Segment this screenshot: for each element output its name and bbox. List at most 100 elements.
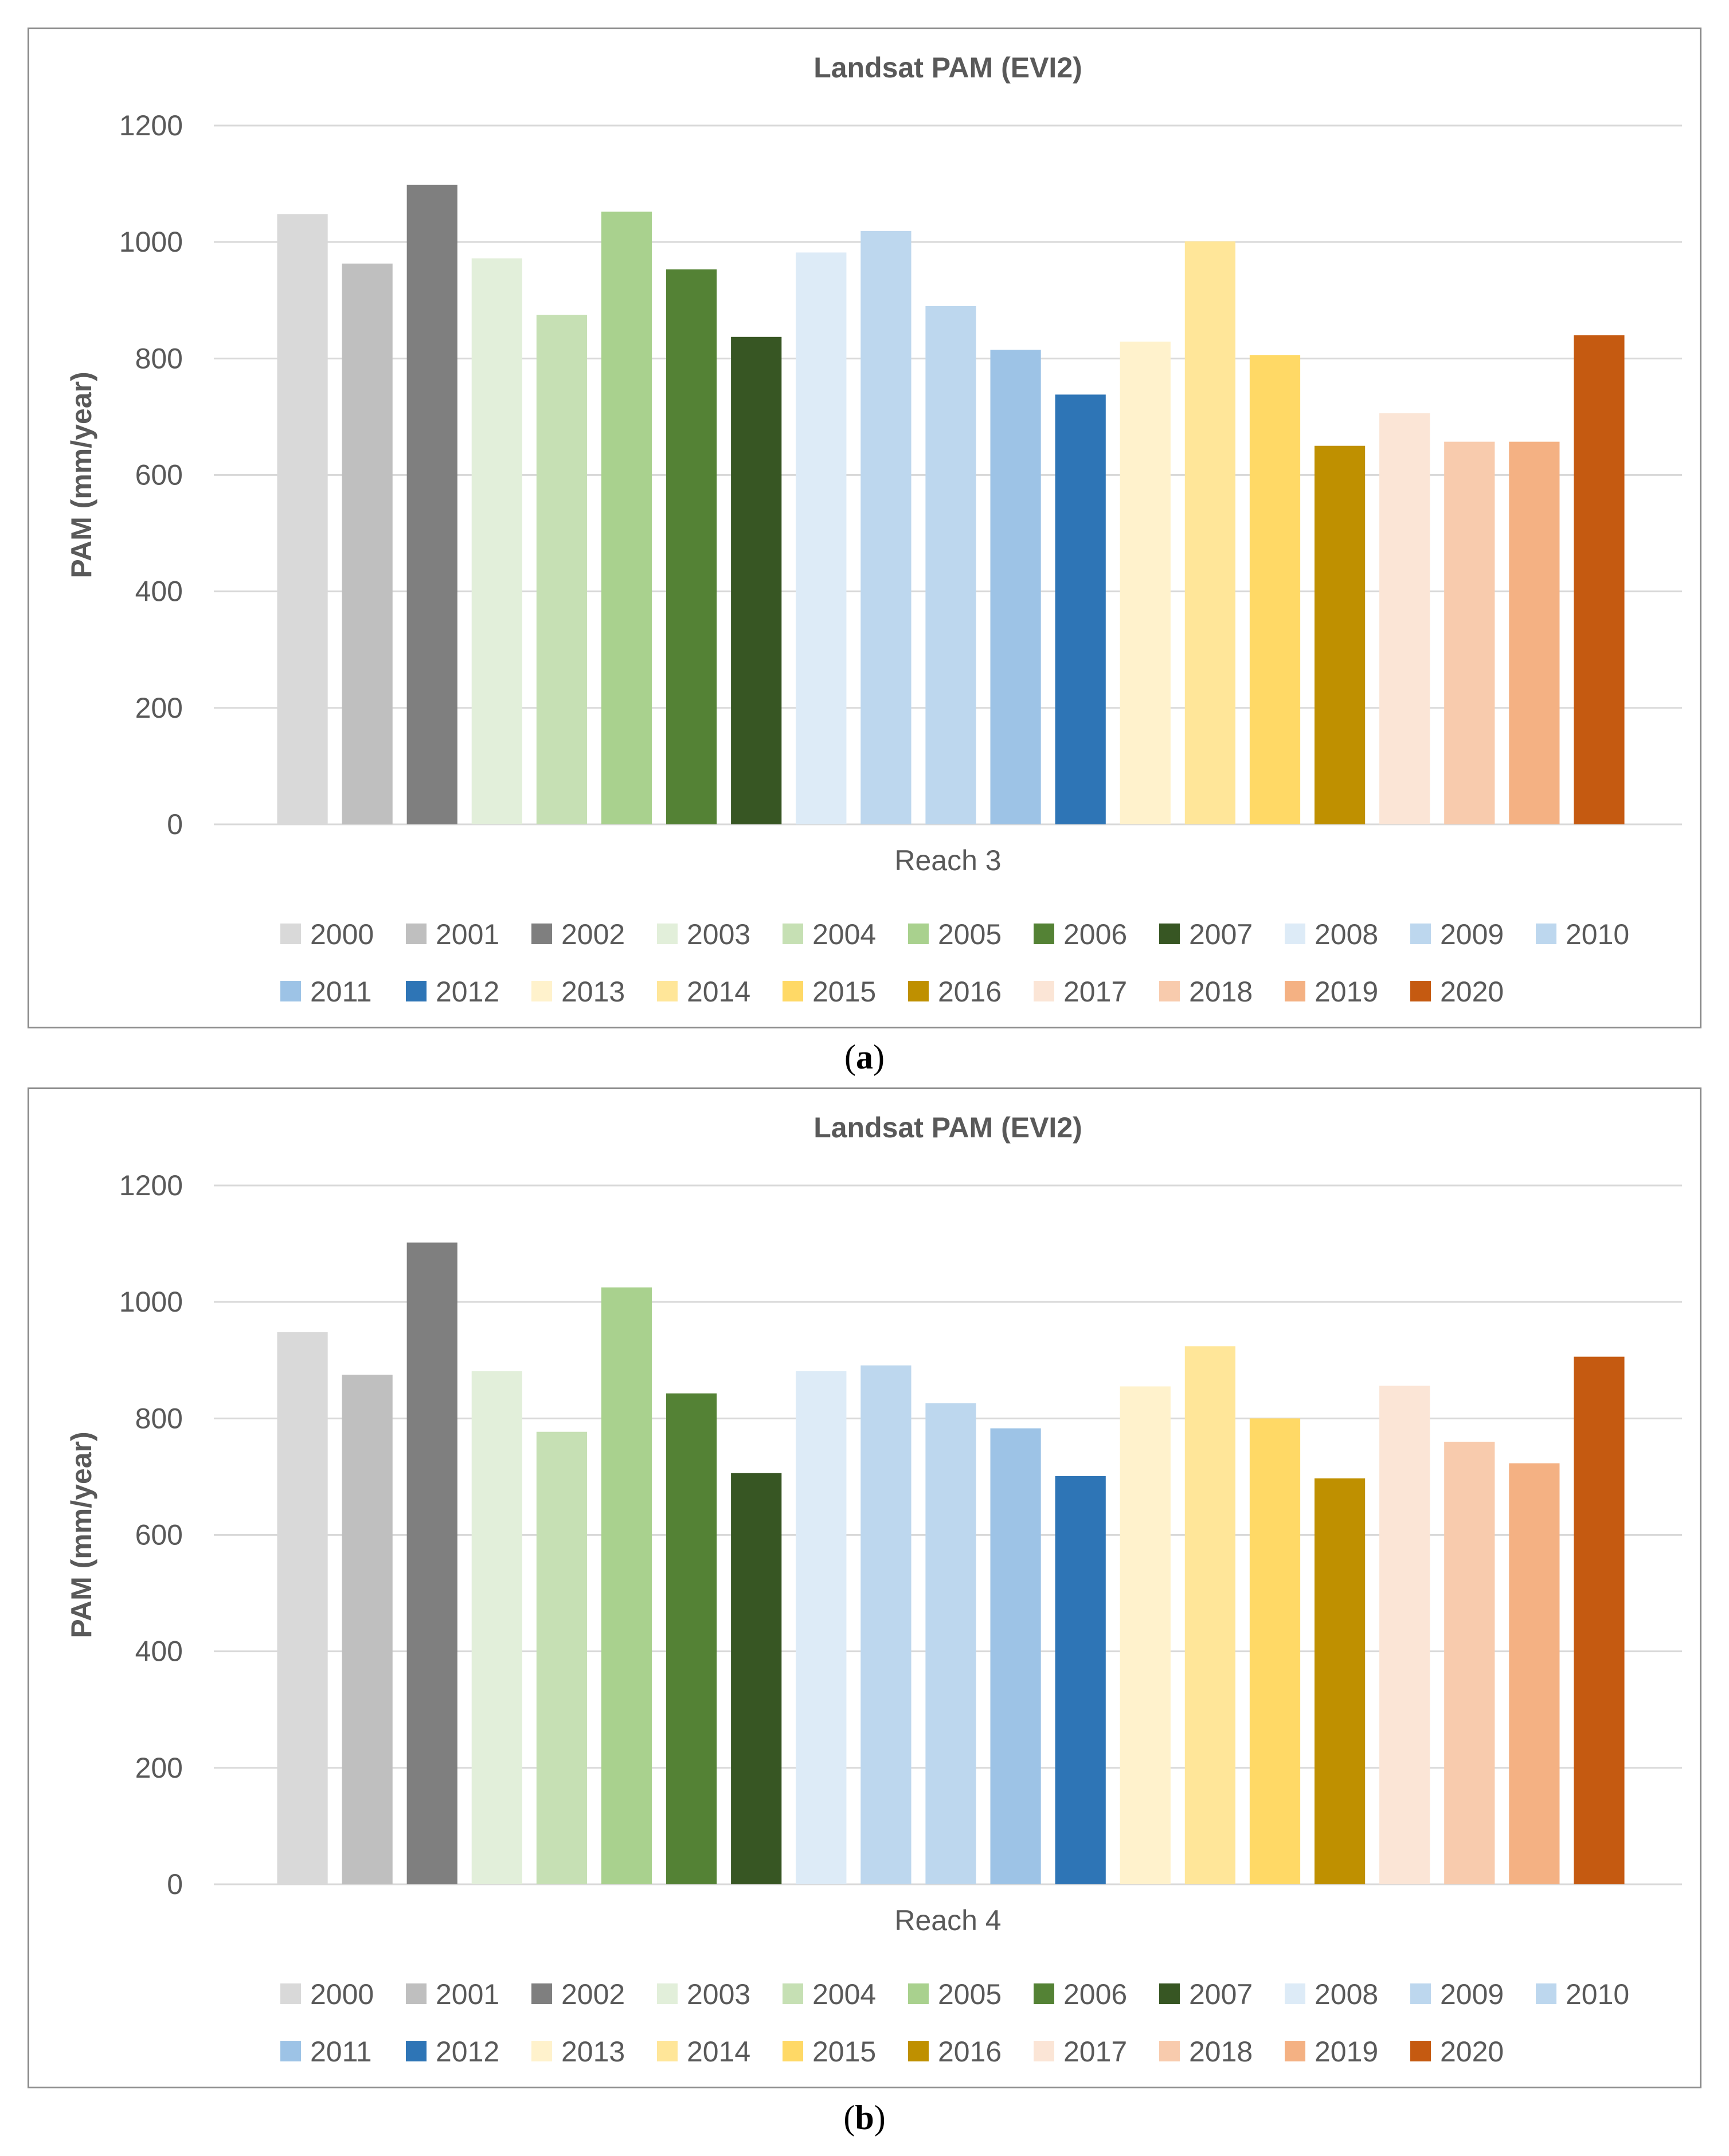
legend-label-2000: 2000	[310, 1978, 374, 2010]
legend-label-2017: 2017	[1063, 976, 1127, 1008]
legend-swatch-2000	[280, 1983, 301, 2004]
legend-swatch-2019	[1285, 981, 1305, 1001]
legend-swatch-2019	[1285, 2041, 1305, 2061]
legend-swatch-2010	[1536, 1983, 1556, 2004]
y-tick-label: 800	[135, 1402, 183, 1434]
legend-label-2011: 2011	[310, 2036, 372, 2068]
legend-label-2004: 2004	[812, 918, 876, 950]
legend-swatch-2009	[1410, 1983, 1431, 2004]
y-tick-label: 1000	[119, 1286, 183, 1318]
x-axis-label: Reach 4	[894, 1904, 1001, 1936]
y-tick-label: 600	[135, 459, 183, 491]
legend-label-2004: 2004	[812, 1978, 876, 2010]
bar-2009	[860, 230, 912, 824]
bar-2004	[536, 315, 588, 824]
y-tick-label: 0	[167, 808, 183, 840]
y-tick-label: 200	[135, 692, 183, 724]
legend-swatch-2020	[1410, 2041, 1431, 2061]
legend-label-2019: 2019	[1315, 2036, 1378, 2068]
legend-swatch-2016	[908, 2041, 929, 2061]
bar-2020	[1574, 335, 1625, 824]
bar-2002	[406, 185, 457, 824]
bar-2018	[1444, 1441, 1495, 1884]
y-tick-label: 0	[167, 1868, 183, 1900]
legend-swatch-2014	[657, 2041, 678, 2061]
bar-2003	[471, 1371, 522, 1884]
legend-label-2014: 2014	[687, 2036, 750, 2068]
y-axis-label: PAM (mm/year)	[65, 371, 97, 578]
legend-label-2005: 2005	[938, 1978, 1002, 2010]
legend-swatch-2009	[1410, 924, 1431, 944]
bar-2001	[342, 1375, 393, 1884]
legend-label-2012: 2012	[436, 976, 499, 1008]
legend-label-2002: 2002	[561, 918, 625, 950]
x-axis-label: Reach 3	[894, 844, 1001, 877]
chart-title: Landsat PAM (EVI2)	[813, 1112, 1082, 1144]
legend-swatch-2018	[1159, 2041, 1180, 2061]
y-tick-label: 400	[135, 1635, 183, 1668]
bar-2019	[1509, 1463, 1560, 1884]
legend-label-2008: 2008	[1315, 918, 1378, 950]
bar-2000	[277, 214, 328, 824]
legend-swatch-2005	[908, 1983, 929, 2004]
legend-swatch-2017	[1034, 2041, 1054, 2061]
legend-label-2011: 2011	[310, 976, 372, 1008]
bar-2001	[342, 263, 393, 824]
legend-swatch-2013	[531, 981, 552, 1001]
chart-panel-reach-4: Landsat PAM (EVI2) 0 200 400 600 800 1000 1200 P…	[28, 1087, 1701, 2088]
legend-label-2002: 2002	[561, 1978, 625, 2010]
y-tick-label: 200	[135, 1752, 183, 1784]
legend-swatch-2005	[908, 924, 929, 944]
legend-swatch-2003	[657, 924, 678, 944]
bar-2017	[1379, 413, 1430, 824]
legend-swatch-2012	[406, 2041, 427, 2061]
bar-2016	[1314, 1478, 1366, 1884]
bar-2012	[1055, 1476, 1106, 1884]
legend-label-2018: 2018	[1189, 2036, 1253, 2068]
legend-label-2020: 2020	[1440, 2036, 1504, 2068]
legend-label-2010: 2010	[1566, 918, 1629, 950]
bar-2008	[796, 252, 847, 824]
bar-chart-reach-4: Landsat PAM (EVI2) 0 200 400 600 800 1000 1200 P…	[65, 1112, 1682, 2068]
y-axis-label: PAM (mm/year)	[65, 1431, 97, 1638]
legend-label-2014: 2014	[687, 976, 750, 1008]
legend-label-2006: 2006	[1063, 918, 1127, 950]
legend-swatch-2015	[783, 2041, 803, 2061]
legend-label-2020: 2020	[1440, 976, 1504, 1008]
bar-2005	[601, 1287, 652, 1884]
legend-swatch-2014	[657, 981, 678, 1001]
y-tick-label: 1200	[119, 1169, 183, 1202]
legend-label-2005: 2005	[938, 918, 1002, 950]
chart-title: Landsat PAM (EVI2)	[813, 52, 1082, 84]
bar-2018	[1444, 441, 1495, 824]
legend-swatch-2017	[1034, 981, 1054, 1001]
bar-2014	[1184, 241, 1235, 824]
caption-letter: a	[856, 1038, 873, 1076]
bar-2009	[860, 1365, 912, 1884]
y-tick-label: 1200	[119, 109, 183, 142]
legend-swatch-2012	[406, 981, 427, 1001]
bar-2020	[1574, 1356, 1625, 1884]
legend-label-2003: 2003	[687, 918, 750, 950]
y-tick-label: 600	[135, 1519, 183, 1551]
legend-swatch-2006	[1034, 924, 1054, 944]
legend-label-2007: 2007	[1189, 918, 1253, 950]
legend-swatch-2011	[280, 2041, 301, 2061]
bar-2000	[277, 1332, 328, 1884]
legend-swatch-2004	[783, 924, 803, 944]
bar-2014	[1184, 1346, 1235, 1884]
legend-swatch-2008	[1285, 1983, 1305, 2004]
bar-2002	[406, 1242, 457, 1884]
bar-2010	[925, 1403, 976, 1884]
bar-2005	[601, 212, 652, 825]
legend-label-2001: 2001	[436, 1978, 499, 2010]
y-tick-label: 400	[135, 576, 183, 608]
legend-label-2013: 2013	[561, 976, 625, 1008]
legend-swatch-2020	[1410, 981, 1431, 1001]
legend-swatch-2018	[1159, 981, 1180, 1001]
legend-label-2015: 2015	[812, 2036, 876, 2068]
bar-2007	[731, 336, 782, 824]
legend-label-2007: 2007	[1189, 1978, 1253, 2010]
bar-2006	[666, 1393, 717, 1884]
legend-label-2010: 2010	[1566, 1978, 1629, 2010]
